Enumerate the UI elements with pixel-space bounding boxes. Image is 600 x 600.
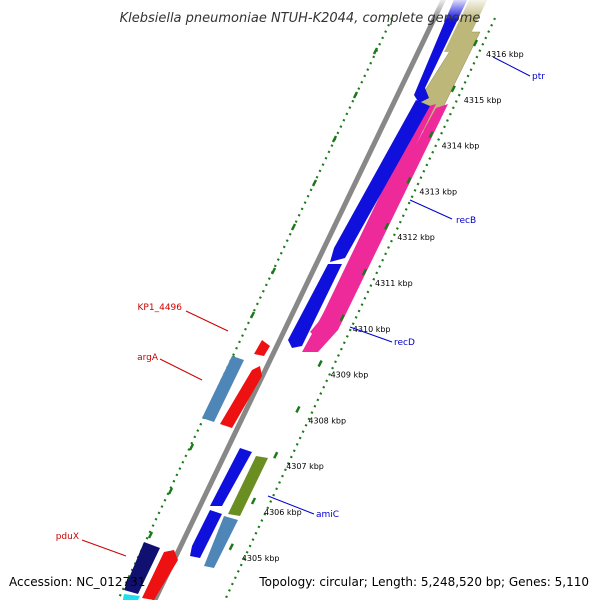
gene-label-pduX: pduX [56, 532, 127, 557]
map-title: Klebsiella pneumoniae NTUH-K2044, comple… [120, 11, 481, 26]
label-recD: recD [394, 338, 415, 348]
scale-tick [406, 176, 412, 184]
scale-tick [250, 497, 257, 505]
gene-label-recB: recB [409, 199, 476, 226]
scale-tick [384, 222, 390, 230]
feature-argA[interactable] [202, 356, 262, 428]
feature-recD[interactable] [288, 264, 342, 348]
backbone [152, 0, 446, 600]
gene-label-kp1-4496: KP1_4496 [138, 303, 229, 332]
feature-cds-red-lower[interactable] [142, 550, 178, 600]
scale-tick [295, 405, 301, 413]
feature-cds-blue-top[interactable] [414, 0, 472, 103]
tick-label: 4311 kbp [375, 279, 413, 288]
label-ptr: ptr [532, 72, 545, 82]
tick-label: 4309 kbp [331, 371, 369, 380]
feature-cds-steel-lower[interactable] [204, 516, 238, 568]
scale-tick [361, 268, 368, 276]
tick-labels: 4316 kbp 4315 kbp 4314 kbp 4313 kbp 4312 kbp… [228, 39, 524, 563]
feature-cds-blue-recB[interactable] [330, 100, 430, 262]
feature-cds-cyan-bottom[interactable] [122, 594, 140, 600]
tick-label: 4314 kbp [442, 142, 480, 151]
label-pduX: pduX [56, 532, 79, 542]
scale-tick [472, 39, 479, 47]
scale-tick [450, 85, 456, 93]
tick-label: 4313 kbp [419, 187, 457, 196]
tick-label: 4310 kbp [353, 325, 391, 334]
feature-kp1-4496[interactable] [254, 340, 270, 356]
gene-label-argA: argA [137, 353, 203, 381]
gene-label-amiC: amiC [267, 495, 339, 520]
scale-tick [317, 360, 323, 368]
tick-label: 4307 kbp [286, 462, 324, 471]
feature-cds-blue-amiC[interactable] [210, 448, 252, 506]
tick-label: 4315 kbp [464, 96, 502, 105]
feature-cds-blue-lower[interactable] [190, 510, 222, 558]
scale-tick [273, 451, 279, 459]
stats-text: Topology: circular; Length: 5,248,520 bp… [258, 575, 589, 589]
guide-line-right [224, 17, 496, 600]
tick-label: 4316 kbp [486, 50, 524, 59]
feature-recB[interactable] [302, 104, 448, 352]
scale-tick [428, 131, 434, 139]
tick-label: 4308 kbp [308, 416, 346, 425]
tick-label: 4306 kbp [264, 508, 302, 517]
gene-label-recD: recD [349, 326, 415, 348]
feature-pduX[interactable] [124, 542, 160, 594]
gene-label-ptr: ptr [492, 56, 545, 82]
label-argA: argA [137, 353, 159, 363]
feature-amiC[interactable] [228, 456, 268, 516]
label-kp1-4496: KP1_4496 [138, 303, 183, 313]
accession-text: Accession: NC_012731 [9, 575, 145, 589]
tick-label: 4312 kbp [397, 233, 435, 242]
tick-label: 4305 kbp [242, 554, 280, 563]
scale-tick [228, 543, 234, 551]
label-amiC: amiC [316, 510, 339, 520]
scale-tick [339, 314, 345, 322]
label-recB: recB [456, 216, 476, 226]
